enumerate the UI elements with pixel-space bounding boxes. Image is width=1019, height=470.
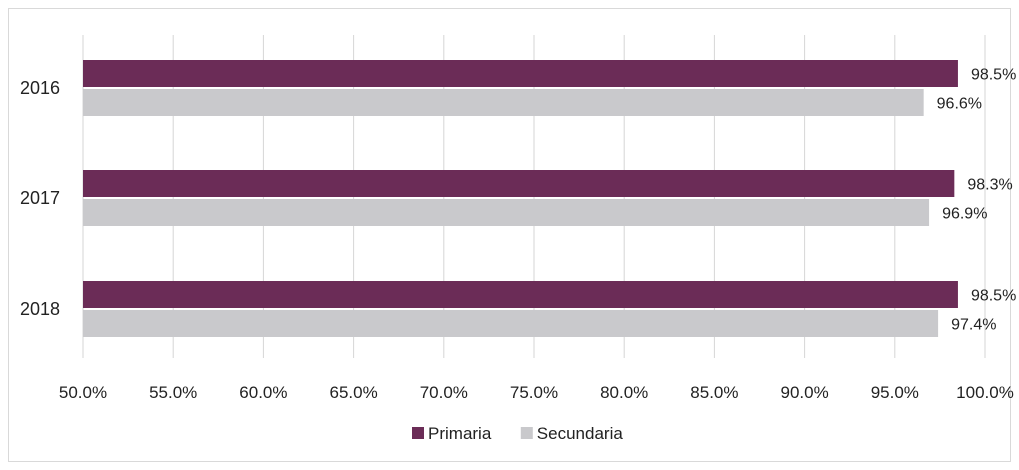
- x-tick-label: 70.0%: [420, 383, 468, 402]
- category-label: 2017: [20, 188, 60, 208]
- x-tick-label: 55.0%: [149, 383, 197, 402]
- bar-primaria: [83, 170, 955, 197]
- data-label: 96.6%: [937, 96, 982, 113]
- legend-label: Secundaria: [537, 424, 624, 443]
- data-label: 96.9%: [942, 206, 987, 223]
- x-tick-label: 80.0%: [600, 383, 648, 402]
- x-tick-label: 90.0%: [780, 383, 828, 402]
- bar-secundaria: [83, 89, 924, 116]
- x-tick-label: 95.0%: [871, 383, 919, 402]
- x-tick-label: 50.0%: [59, 383, 107, 402]
- bars: [83, 60, 958, 337]
- data-label: 98.5%: [971, 67, 1016, 84]
- x-tick-label: 85.0%: [690, 383, 738, 402]
- legend-label: Primaria: [428, 424, 492, 443]
- legend: Primaria Secundaria: [412, 424, 623, 443]
- data-label: 98.5%: [971, 288, 1016, 305]
- bar-secundaria: [83, 310, 939, 337]
- category-label: 2018: [20, 299, 60, 319]
- category-labels: 2016 2017 2018: [20, 78, 60, 319]
- x-tick-label: 65.0%: [329, 383, 377, 402]
- bar-primaria: [83, 281, 958, 308]
- bar-primaria: [83, 60, 958, 87]
- x-tick-label: 60.0%: [239, 383, 287, 402]
- category-label: 2016: [20, 78, 60, 98]
- x-tick-label: 75.0%: [510, 383, 558, 402]
- legend-swatch: [412, 427, 424, 439]
- data-label: 97.4%: [951, 317, 996, 334]
- data-label: 98.3%: [967, 177, 1012, 194]
- x-tick-label: 100.0%: [956, 383, 1014, 402]
- x-axis-ticks: 50.0% 55.0% 60.0% 65.0% 70.0% 75.0% 80.0% 85.0%…: [59, 383, 1014, 402]
- data-labels: 98.5% 96.6% 98.3% 96.9% 98.5% 97.4%: [937, 67, 1017, 334]
- legend-swatch: [520, 427, 533, 439]
- bar-secundaria: [83, 199, 930, 226]
